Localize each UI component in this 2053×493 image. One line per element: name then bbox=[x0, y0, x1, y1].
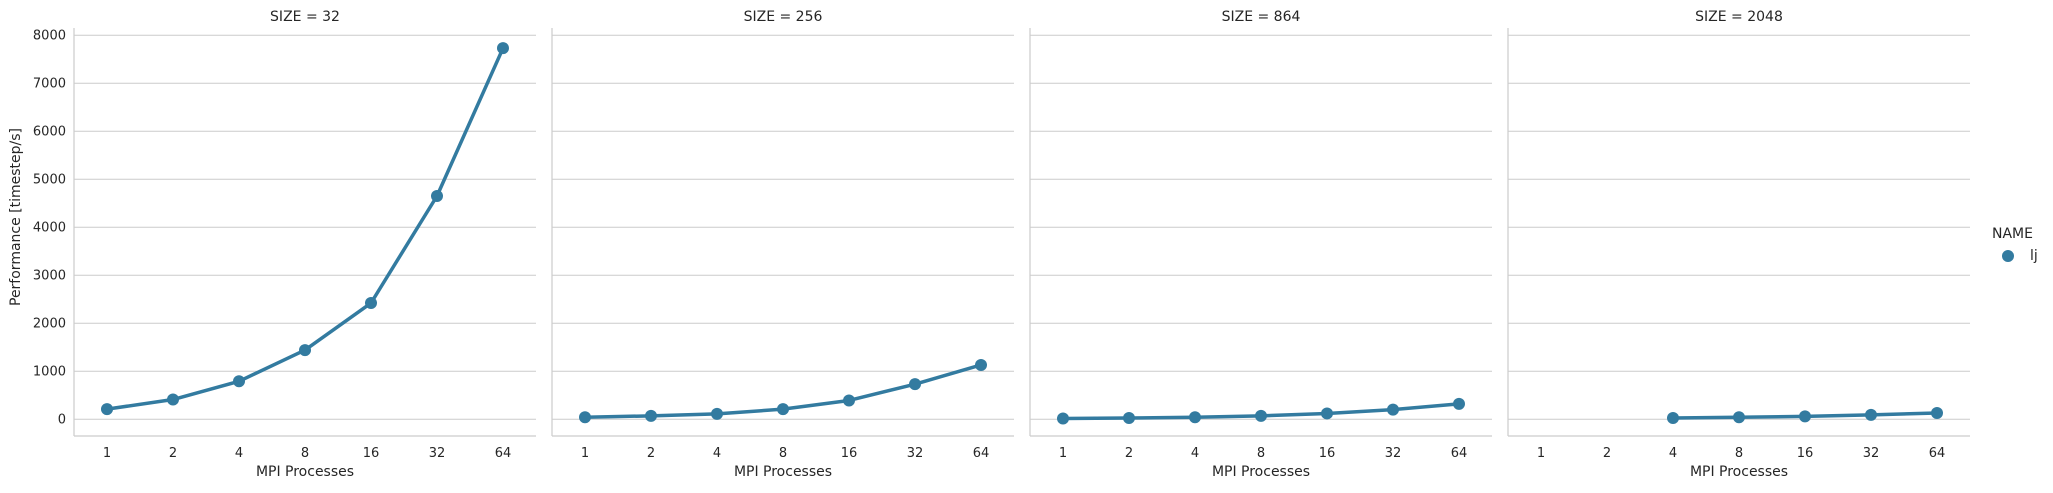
data-point bbox=[579, 411, 591, 424]
y-tick-label: 1000 bbox=[33, 365, 66, 380]
x-tick-label: 32 bbox=[1385, 446, 1402, 461]
panel-1: 0 1000 2000 3000 4000 5000 6000 7000 8000 1 2 4 8 16 3… bbox=[33, 9, 536, 480]
data-point bbox=[233, 375, 245, 388]
x-tick-label: 64 bbox=[1929, 446, 1946, 461]
legend-title: NAME bbox=[1992, 226, 2033, 242]
legend-marker-icon bbox=[2002, 250, 2014, 262]
y-tick-label: 3000 bbox=[33, 269, 66, 284]
x-tick-label: 32 bbox=[1863, 446, 1880, 461]
x-tick-label: 8 bbox=[779, 446, 787, 461]
panel-title: SIZE = 32 bbox=[270, 9, 340, 25]
panel-title: SIZE = 2048 bbox=[1695, 9, 1783, 25]
data-point bbox=[1733, 411, 1745, 424]
y-tick-label: 5000 bbox=[33, 173, 66, 188]
data-point bbox=[1255, 409, 1267, 422]
panel-title: SIZE = 864 bbox=[1222, 9, 1301, 25]
x-tick-label: 1 bbox=[581, 446, 589, 461]
data-point bbox=[497, 42, 509, 55]
y-tick-label: 6000 bbox=[33, 125, 66, 140]
x-tick-label: 2 bbox=[169, 446, 177, 461]
data-point bbox=[101, 403, 113, 416]
x-tick-label: 2 bbox=[1125, 446, 1133, 461]
x-tick-label: 1 bbox=[1537, 446, 1545, 461]
x-tick-label: 16 bbox=[363, 446, 380, 461]
panel-2: 1 2 4 8 16 32 64 MPI Processes SIZE = 256 bbox=[551, 9, 1014, 480]
data-point bbox=[975, 358, 987, 371]
x-tick-label: 8 bbox=[1735, 446, 1743, 461]
data-point bbox=[909, 378, 921, 391]
data-point bbox=[431, 190, 443, 202]
x-tick-label: 4 bbox=[1669, 446, 1677, 461]
data-point bbox=[645, 409, 657, 422]
panel-title: SIZE = 256 bbox=[744, 9, 823, 25]
data-point bbox=[711, 407, 723, 420]
x-axis-label: MPI Processes bbox=[256, 464, 354, 480]
x-tick-label: 8 bbox=[301, 446, 309, 461]
y-tick-label: 0 bbox=[58, 413, 66, 428]
x-tick-label: 64 bbox=[1451, 446, 1468, 461]
x-tick-label: 2 bbox=[1603, 446, 1611, 461]
x-tick-label: 2 bbox=[647, 446, 655, 461]
x-tick-label: 4 bbox=[1191, 446, 1199, 461]
data-point bbox=[365, 297, 377, 310]
x-tick-label: 16 bbox=[841, 446, 858, 461]
x-tick-label: 32 bbox=[429, 446, 446, 461]
data-point bbox=[843, 394, 855, 407]
y-tick-label: 7000 bbox=[33, 77, 66, 92]
x-tick-label: 64 bbox=[973, 446, 990, 461]
y-tick-label: 2000 bbox=[33, 317, 66, 332]
x-axis-label: MPI Processes bbox=[1212, 464, 1310, 480]
x-tick-label: 64 bbox=[495, 446, 512, 461]
data-point bbox=[299, 344, 311, 357]
legend: NAME lj bbox=[1992, 226, 2038, 264]
panel-3: 1 2 4 8 16 32 64 MPI Processes SIZE = 864 bbox=[1029, 9, 1492, 480]
data-point bbox=[167, 393, 179, 406]
x-tick-label: 4 bbox=[713, 446, 721, 461]
data-point bbox=[1123, 412, 1135, 424]
data-point bbox=[1931, 406, 1943, 419]
legend-item: lj bbox=[2002, 248, 2038, 264]
data-point bbox=[1057, 412, 1069, 425]
x-tick-label: 32 bbox=[907, 446, 924, 461]
x-tick-label: 16 bbox=[1797, 446, 1814, 461]
data-point bbox=[1387, 403, 1399, 416]
x-tick-label: 1 bbox=[1059, 446, 1067, 461]
y-tick-label: 4000 bbox=[33, 221, 66, 236]
y-tick-label: 8000 bbox=[33, 29, 66, 44]
data-point bbox=[1321, 407, 1333, 420]
data-point bbox=[1667, 412, 1679, 424]
data-point bbox=[1865, 408, 1877, 421]
x-tick-label: 4 bbox=[235, 446, 243, 461]
data-point bbox=[1799, 410, 1811, 423]
x-axis-label: MPI Processes bbox=[734, 464, 832, 480]
x-tick-label: 1 bbox=[103, 446, 111, 461]
data-point bbox=[777, 403, 789, 416]
x-axis-label: MPI Processes bbox=[1690, 464, 1788, 480]
legend-label: lj bbox=[2030, 248, 2038, 264]
y-axis-label: Performance [timestep/s] bbox=[8, 128, 24, 306]
panel-4: 1 2 4 8 16 32 64 MPI Processes SIZE = 2048 bbox=[1507, 9, 1970, 480]
x-tick-label: 8 bbox=[1257, 446, 1265, 461]
data-point bbox=[1189, 411, 1201, 424]
data-point bbox=[1453, 397, 1465, 410]
x-tick-label: 16 bbox=[1319, 446, 1336, 461]
